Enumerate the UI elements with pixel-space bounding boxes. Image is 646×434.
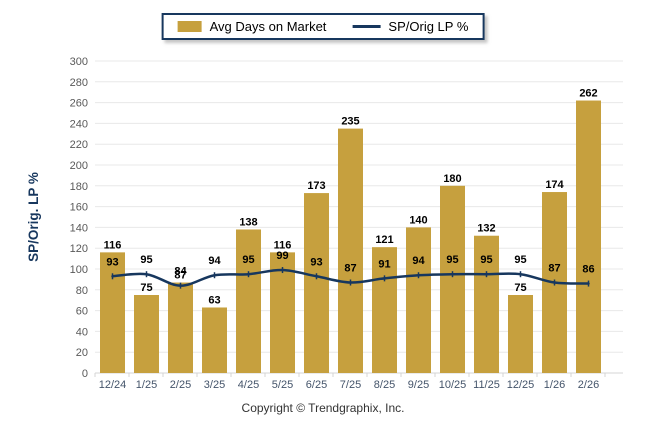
y-tick-label: 60 — [76, 306, 88, 318]
bar — [100, 252, 125, 373]
bar-series-swatch-icon — [177, 21, 202, 32]
bar-value-label: 87 — [174, 270, 186, 282]
bar-value-label: 132 — [477, 223, 495, 235]
line-value-label: 94 — [412, 255, 425, 267]
line-value-label: 99 — [276, 250, 288, 262]
y-tick-label: 120 — [70, 243, 88, 255]
x-tick-label: 12/24 — [99, 379, 127, 391]
y-tick-label: 180 — [70, 181, 88, 193]
y-tick-label: 260 — [70, 98, 88, 110]
bar-value-label: 262 — [579, 88, 597, 100]
y-tick-label: 160 — [70, 202, 88, 214]
y-tick-label: 80 — [76, 285, 88, 297]
line-value-label: 95 — [140, 254, 152, 266]
line-value-label: 93 — [106, 256, 118, 268]
y-tick-label: 220 — [70, 139, 88, 151]
x-tick-label: 8/25 — [374, 379, 395, 391]
x-tick-label: 6/25 — [306, 379, 327, 391]
x-tick-label: 2/25 — [170, 379, 191, 391]
line-series-legend-label: SP/Orig LP % — [388, 19, 469, 34]
bar — [202, 307, 227, 373]
y-tick-label: 300 — [70, 56, 88, 68]
line-value-label: 95 — [480, 254, 492, 266]
y-tick-label: 140 — [70, 222, 88, 234]
bar-value-label: 140 — [409, 214, 427, 226]
line-value-label: 95 — [242, 254, 254, 266]
x-tick-label: 9/25 — [408, 379, 429, 391]
bar-value-label: 174 — [545, 179, 564, 191]
x-tick-label: 12/25 — [507, 379, 535, 391]
y-axis-title: SP/Orig. LP % — [26, 172, 41, 262]
bar — [304, 193, 329, 373]
bar — [406, 227, 431, 373]
line-series-swatch-icon — [352, 25, 381, 28]
bar — [236, 229, 261, 373]
bar — [338, 128, 363, 373]
y-tick-label: 0 — [82, 368, 88, 380]
line-value-label: 95 — [514, 254, 526, 266]
line-value-label: 87 — [344, 263, 356, 275]
line-value-label: 91 — [378, 258, 390, 270]
bar — [134, 295, 159, 373]
bar-value-label: 138 — [239, 216, 257, 228]
line-value-label: 95 — [446, 254, 458, 266]
bar-value-label: 173 — [307, 180, 325, 192]
bar — [508, 295, 533, 373]
bar — [474, 235, 499, 373]
line-value-label: 86 — [582, 264, 594, 276]
bar-value-label: 75 — [140, 282, 152, 294]
x-tick-label: 3/25 — [204, 379, 225, 391]
chart-legend: Avg Days on Market SP/Orig LP % — [161, 13, 485, 40]
x-tick-label: 1/26 — [544, 379, 565, 391]
bar-value-label: 235 — [341, 116, 359, 128]
bar — [576, 100, 601, 374]
bar-value-label: 116 — [104, 239, 122, 251]
line-value-label: 87 — [548, 263, 560, 275]
bar-value-label: 63 — [208, 294, 220, 306]
x-tick-label: 7/25 — [340, 379, 361, 391]
bar — [372, 247, 397, 373]
bar-value-label: 180 — [443, 173, 461, 185]
y-tick-label: 200 — [70, 160, 88, 172]
x-tick-label: 1/25 — [136, 379, 157, 391]
x-tick-label: 4/25 — [238, 379, 259, 391]
y-tick-label: 240 — [70, 118, 88, 130]
y-tick-label: 280 — [70, 77, 88, 89]
line-value-label: 84 — [174, 266, 187, 278]
y-tick-label: 100 — [70, 264, 88, 276]
line-value-label: 94 — [208, 255, 221, 267]
line-value-label: 93 — [310, 256, 322, 268]
bar-series-legend-label: Avg Days on Market — [209, 19, 327, 34]
x-tick-label: 2/26 — [578, 379, 599, 391]
y-tick-label: 20 — [76, 347, 88, 359]
x-tick-label: 11/25 — [473, 379, 500, 391]
bar — [168, 282, 193, 373]
x-tick-label: 5/25 — [272, 379, 293, 391]
bar-value-label: 75 — [514, 282, 526, 294]
y-tick-label: 40 — [76, 326, 88, 338]
bar — [440, 185, 465, 373]
x-tick-label: 10/25 — [439, 379, 467, 391]
bar-value-label: 116 — [274, 239, 292, 251]
bar-value-label: 121 — [375, 234, 393, 246]
copyright-text: Copyright © Trendgraphix, Inc. — [241, 401, 405, 415]
